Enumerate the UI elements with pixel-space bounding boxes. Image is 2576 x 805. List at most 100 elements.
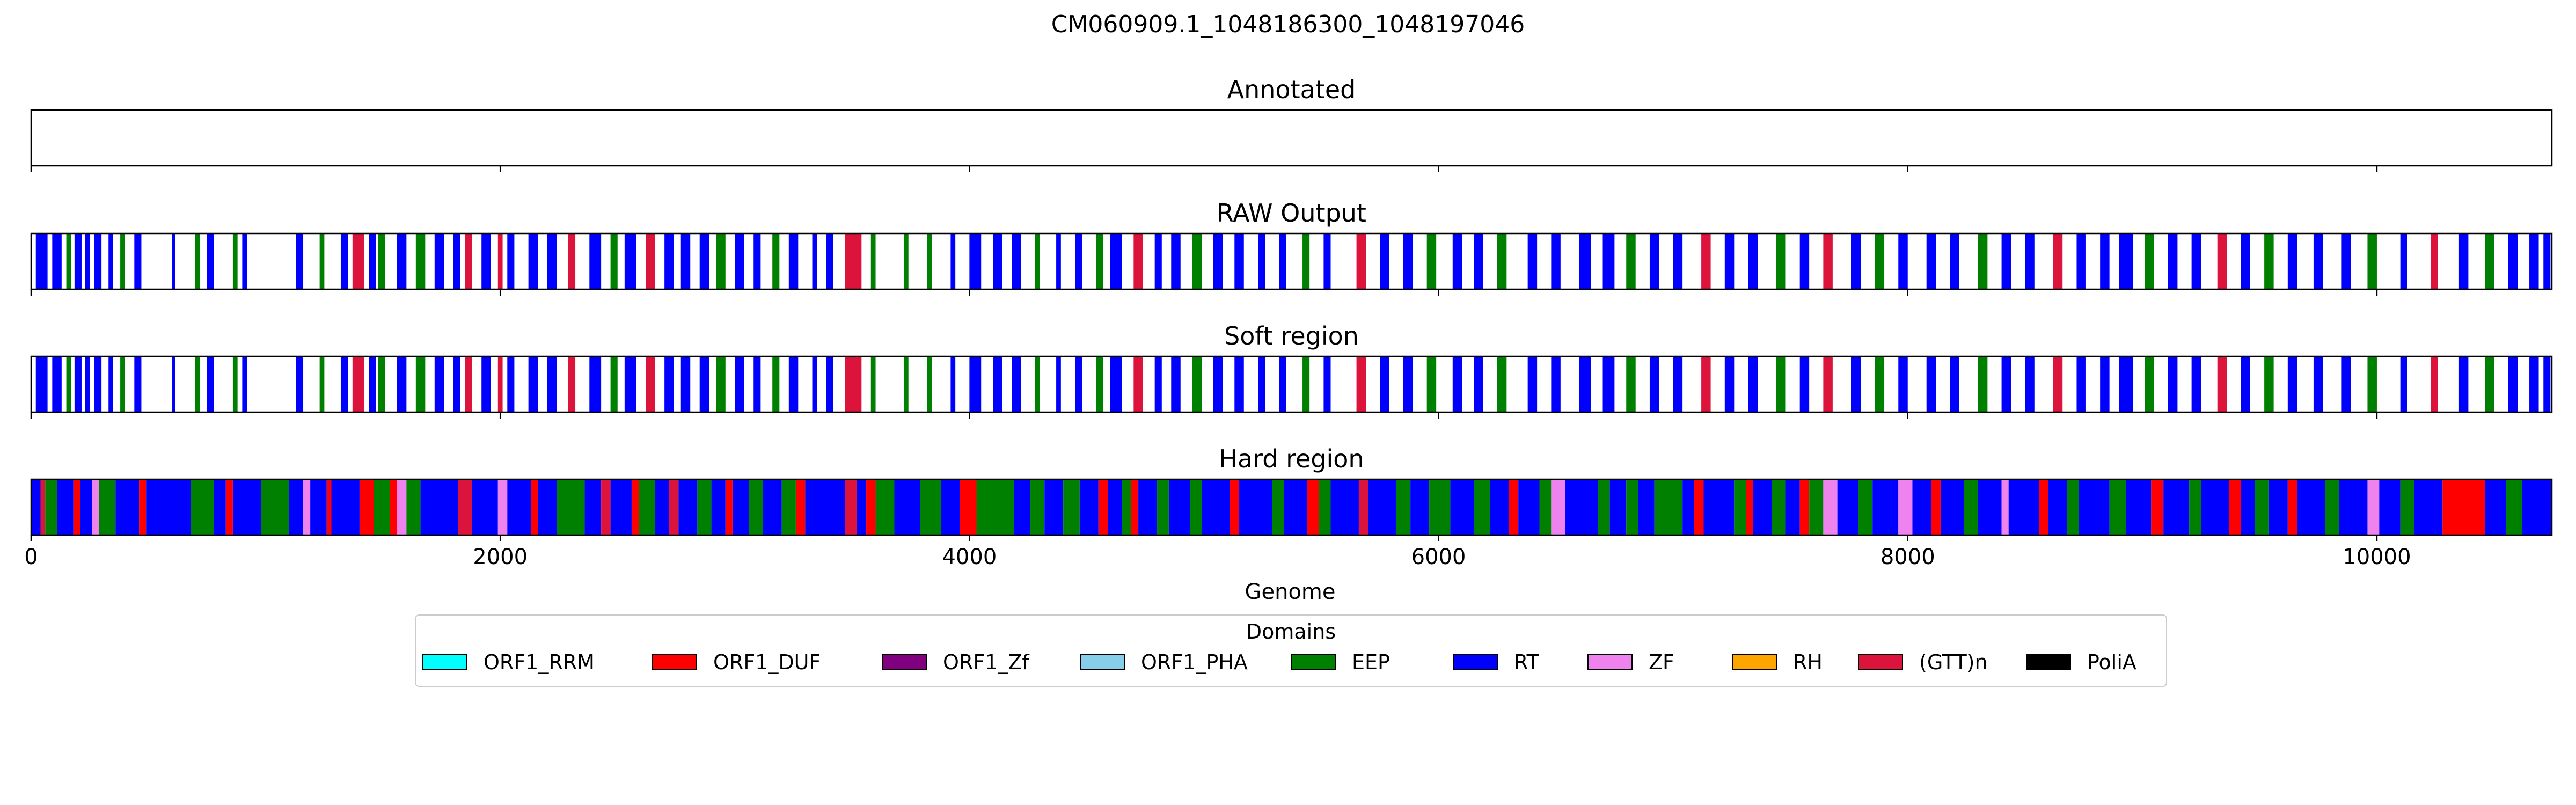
domain-segment-gtt-n bbox=[669, 479, 679, 535]
domain-segment-eep bbox=[610, 356, 618, 412]
legend-entry-rh: RH bbox=[1732, 649, 1823, 676]
domain-segment-eep bbox=[319, 233, 325, 289]
domain-segment-eep bbox=[1598, 479, 1610, 535]
domain-segment-gtt-n bbox=[845, 233, 862, 289]
domain-segment-rt bbox=[1075, 233, 1082, 289]
domain-segment-rt bbox=[699, 233, 709, 289]
domain-segment-gtt-n bbox=[568, 356, 576, 412]
domain-segment-orf1-duf bbox=[2229, 479, 2241, 535]
domain-segment-rt bbox=[624, 356, 636, 412]
domain-segment-orf1-duf bbox=[2287, 479, 2297, 535]
domain-segment-eep bbox=[903, 233, 909, 289]
domain-segment-rt bbox=[2126, 479, 2152, 535]
domain-segment-rt bbox=[1330, 479, 1359, 535]
domain-segment-orf1-duf bbox=[139, 479, 147, 535]
domain-segment-rt bbox=[1257, 356, 1265, 412]
domain-segment-eep bbox=[378, 356, 386, 412]
domain-segment-eep bbox=[66, 356, 71, 412]
domain-segment-rt bbox=[207, 356, 214, 412]
domain-segment-rt bbox=[538, 479, 557, 535]
domain-segment-rt bbox=[812, 233, 817, 289]
domain-segment-eep bbox=[772, 233, 780, 289]
domain-segment-rt bbox=[2191, 356, 2201, 412]
domain-segment-eep bbox=[1302, 356, 1310, 412]
domain-segment-rt bbox=[2287, 233, 2297, 289]
domain-segment-eep bbox=[120, 233, 125, 289]
domain-segment-eep bbox=[2484, 233, 2494, 289]
domain-segment-orf1-duf bbox=[631, 479, 639, 535]
domain-segment-rt bbox=[1452, 356, 1462, 412]
domain-segment-eep bbox=[1772, 479, 1786, 535]
domain-segment-zf bbox=[1898, 479, 1913, 535]
domain-segment-rt bbox=[94, 356, 102, 412]
domain-segment-eep bbox=[2067, 479, 2079, 535]
domain-segment-eep bbox=[66, 233, 71, 289]
domain-segment-rt bbox=[2339, 479, 2368, 535]
domain-segment-eep bbox=[1192, 233, 1202, 289]
domain-segment-eep bbox=[1626, 479, 1638, 535]
domain-segment-eep bbox=[45, 479, 57, 535]
domain-segment-eep bbox=[1030, 479, 1045, 535]
domain-segment-eep bbox=[1096, 233, 1103, 289]
domain-segment-gtt-n bbox=[2217, 233, 2227, 289]
domain-segment-rt bbox=[788, 356, 799, 412]
domain-segment-rt bbox=[1649, 356, 1659, 412]
domain-segment-rt bbox=[547, 233, 557, 289]
domain-segment-eep bbox=[1429, 479, 1451, 535]
domain-segment-rt bbox=[2313, 233, 2323, 289]
domain-segment-eep bbox=[1497, 233, 1507, 289]
domain-segment-rt bbox=[584, 479, 602, 535]
domain-segment-rt bbox=[2076, 356, 2086, 412]
domain-segment-gtt-n bbox=[352, 356, 364, 412]
domain-segment-eep bbox=[1426, 233, 1437, 289]
domain-segment-eep bbox=[2506, 479, 2522, 535]
domain-segment-rt bbox=[1724, 233, 1735, 289]
panel-frame bbox=[30, 232, 2553, 290]
panel-frame bbox=[30, 109, 2553, 167]
panel-background bbox=[31, 110, 2552, 166]
domain-segment-eep bbox=[232, 233, 238, 289]
domain-segment-rt bbox=[331, 479, 360, 535]
domain-segment-rt bbox=[1014, 479, 1031, 535]
domain-segment-rt bbox=[2541, 479, 2552, 535]
domain-segment-rt bbox=[52, 233, 62, 289]
domain-segment-rt bbox=[2379, 479, 2401, 535]
domain-segment-rt bbox=[340, 356, 348, 412]
domain-segment-eep bbox=[870, 356, 876, 412]
domain-segment-rt bbox=[1673, 356, 1683, 412]
domain-segment-orf1-duf bbox=[1799, 479, 1810, 535]
domain-segment-rt bbox=[680, 233, 691, 289]
domain-segment-eep bbox=[2367, 356, 2377, 412]
domain-segment-eep bbox=[2255, 479, 2269, 535]
legend-label: ORF1_Zf bbox=[943, 650, 1029, 674]
domain-segment-orf1-duf bbox=[531, 479, 538, 535]
domain-segment-rt bbox=[1323, 233, 1331, 289]
track-panels: Annotated RAW Output Soft region Hard regio… bbox=[24, 75, 2553, 569]
domain-segment-rt bbox=[1213, 356, 1223, 412]
domain-segment-eep bbox=[1272, 479, 1284, 535]
domain-segment-eep bbox=[2484, 356, 2494, 412]
domain-segment-rt bbox=[2522, 479, 2541, 535]
legend-entry-rt: RT bbox=[1453, 649, 1539, 676]
domain-segment-rt bbox=[1851, 233, 1861, 289]
domain-segment-rt bbox=[232, 479, 261, 535]
domain-segment-rt bbox=[134, 356, 142, 412]
domain-segment-rt bbox=[1075, 356, 1082, 412]
x-tick-label: 10000 bbox=[2343, 545, 2411, 569]
domain-segment-rt bbox=[2529, 356, 2539, 412]
domain-segment-eep bbox=[781, 479, 796, 535]
domain-segment-gtt-n bbox=[2431, 233, 2438, 289]
domain-segment-rt bbox=[1609, 479, 1627, 535]
domain-segment-rt bbox=[1257, 233, 1265, 289]
domain-segment-gtt-n bbox=[2217, 356, 2227, 412]
legend: Domains ORF1_RRM ORF1_DUF ORF1_Zf ORF1_PHA E… bbox=[415, 614, 2167, 687]
domain-segment-orf1-duf bbox=[359, 479, 374, 535]
legend-swatch bbox=[1858, 654, 1903, 670]
domain-segment-rt bbox=[1171, 356, 1181, 412]
domain-segment-rt bbox=[941, 479, 960, 535]
domain-segment-rt bbox=[2025, 356, 2035, 412]
domain-segment-rt bbox=[2341, 356, 2351, 412]
domain-segment-rt bbox=[1110, 233, 1122, 289]
domain-segment-gtt-n bbox=[352, 233, 364, 289]
legend-entry-zf: ZF bbox=[1587, 649, 1674, 676]
